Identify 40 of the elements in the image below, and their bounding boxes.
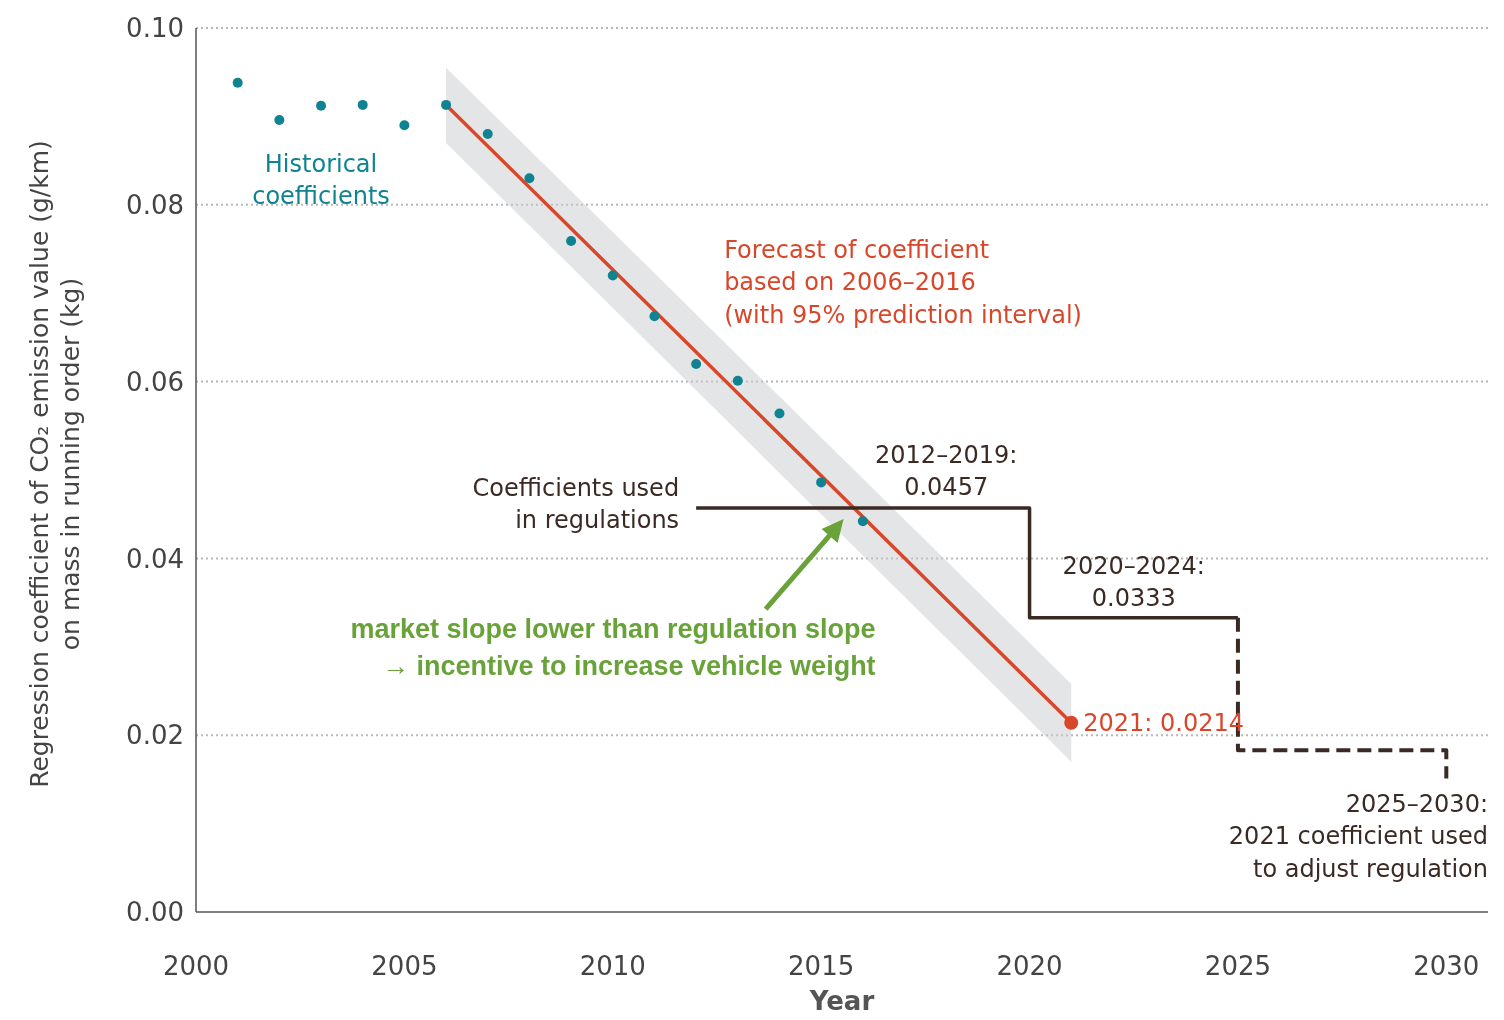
y-tick-label: 0.04	[126, 543, 184, 574]
y-tick-label: 0.00	[126, 897, 184, 928]
point	[774, 408, 785, 419]
y-tick-label: 0.10	[126, 13, 184, 44]
point	[482, 129, 493, 140]
annotation: Historical coefficients	[252, 149, 390, 211]
point	[232, 77, 243, 88]
y-tick-label: 0.06	[126, 366, 184, 397]
x-tick-label: 2025	[1204, 951, 1272, 981]
x-tick-label: 2020	[996, 951, 1063, 981]
point	[524, 173, 535, 184]
annotation: Coefficients used in regulations	[472, 474, 680, 535]
point	[1064, 715, 1079, 730]
annotation: 2012–2019: 0.0457	[875, 441, 1018, 502]
x-tick-label: 2030	[1413, 951, 1480, 981]
x-tick-label: 2000	[162, 951, 230, 981]
point	[399, 120, 410, 131]
annotation: 2020–2024: 0.0333	[1062, 551, 1205, 613]
point	[274, 114, 285, 125]
annotation: market slope lower than regulation slope → incentive to increase vehicle weight	[350, 614, 876, 681]
x-axis-title: Year	[808, 986, 875, 1016]
point	[816, 477, 827, 488]
x-tick-label: 2010	[579, 951, 646, 981]
x-tick-label: 2005	[371, 951, 438, 981]
annotation: 2025–2030: 2021 coefficient used to adjust regulation	[1228, 790, 1488, 883]
x-tick-label: 2015	[788, 951, 855, 981]
point	[649, 311, 660, 322]
y-tick-label: 0.08	[126, 189, 184, 220]
point	[316, 100, 327, 111]
y-tick-label: 0.02	[126, 720, 184, 751]
point	[732, 375, 743, 386]
point	[857, 516, 868, 527]
point	[607, 270, 618, 281]
point	[566, 236, 577, 247]
annotation: Forecast of coefficient based on 2006–2016 (with 95% prediction interval)	[724, 235, 1082, 329]
point	[441, 99, 452, 110]
annotation: 2021: 0.0214	[1083, 708, 1245, 737]
point	[691, 358, 702, 369]
point	[357, 99, 368, 110]
y-axis-title: Regression coefficient of CO₂ emission value (g/km) on mass in running order (kg)	[25, 140, 85, 788]
